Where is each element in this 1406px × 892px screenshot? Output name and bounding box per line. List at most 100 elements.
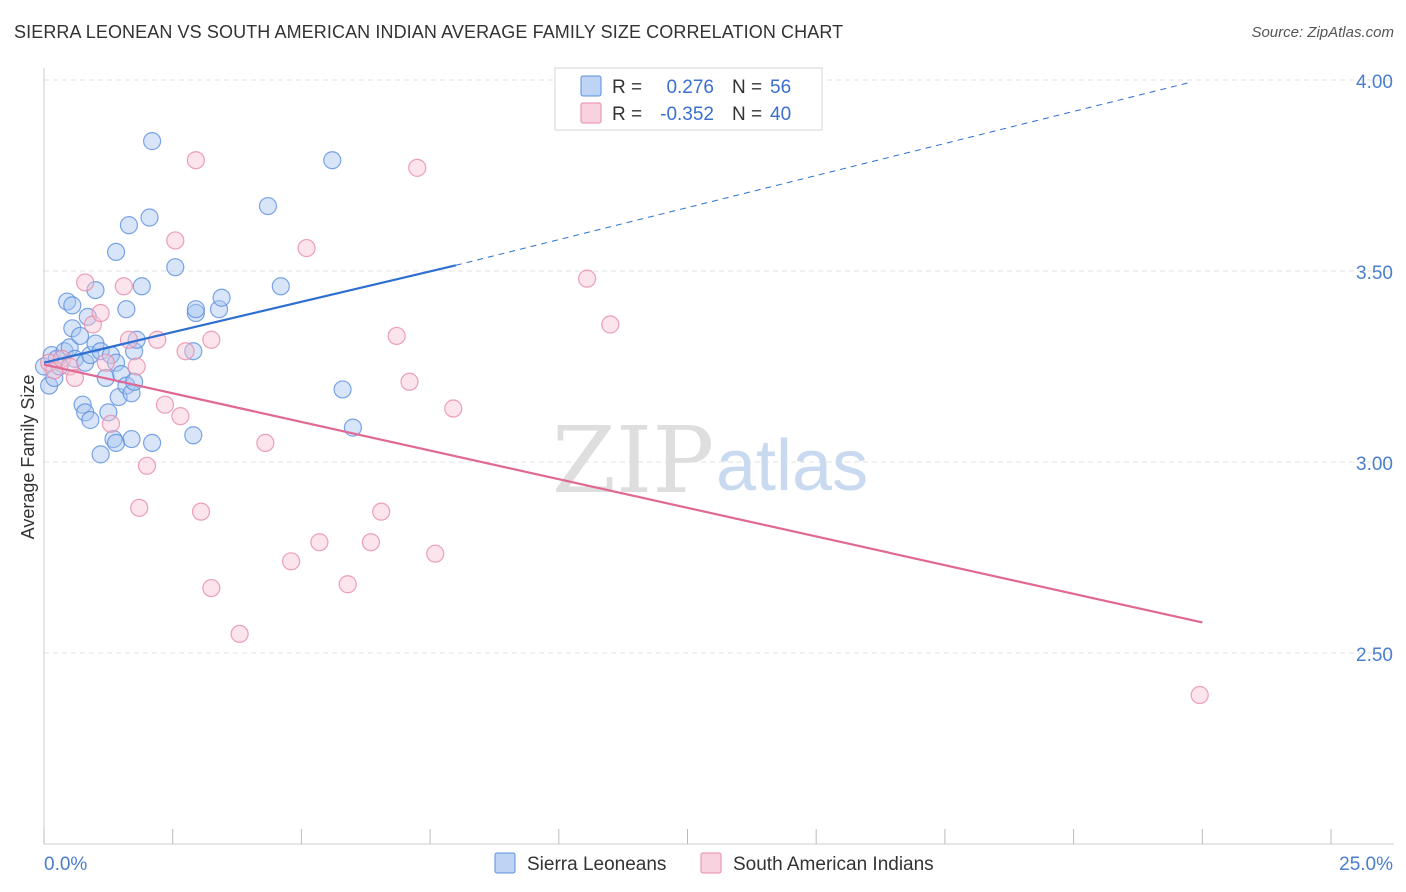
pink-point-7 [91, 303, 110, 323]
pink-point-17 [166, 231, 185, 250]
pink-point-25 [256, 433, 275, 452]
blue-point-48 [184, 426, 203, 445]
blue-point-51 [258, 196, 278, 216]
blue-point-53 [323, 151, 342, 170]
y-tick-label-2: 3.00 [1356, 454, 1393, 475]
pink-point-36 [444, 399, 463, 418]
series-legend-label-pink: South American Indians [733, 854, 934, 875]
pink-point-14 [137, 456, 157, 475]
pink-point-27 [297, 238, 316, 258]
pink-point-30 [361, 533, 380, 552]
pink-point-33 [400, 372, 419, 391]
series-legend: Sierra Leoneans South American Indians [494, 852, 934, 875]
blue-point-49 [209, 300, 229, 319]
y-tick-label-0: 4.00 [1356, 72, 1393, 93]
pink-point-20 [186, 151, 205, 170]
y-axis-title: Average Family Size [18, 375, 38, 540]
series-legend-label-blue: Sierra Leoneans [527, 854, 666, 875]
pink-point-37 [578, 269, 597, 288]
pink-point-26 [282, 552, 301, 571]
pink-point-12 [127, 357, 146, 376]
pink-point-10 [114, 277, 133, 296]
blue-trend-extension [455, 81, 1193, 266]
legend-swatch-pink [580, 102, 602, 124]
y-tick-label-1: 3.50 [1356, 263, 1393, 284]
pink-point-31 [372, 502, 391, 521]
pink-point-34 [408, 158, 427, 177]
pink-point-32 [387, 326, 406, 346]
blue-point-26 [86, 281, 105, 300]
pink-trend-line [43, 363, 1203, 624]
pink-point-9 [101, 414, 121, 433]
blue-point-54 [333, 380, 352, 399]
chart-title: SIERRA LEONEAN VS SOUTH AMERICAN INDIAN … [14, 22, 844, 42]
blue-point-45 [184, 342, 203, 361]
blue-point-50 [212, 288, 231, 307]
blue-point-52 [271, 277, 290, 296]
x-tick-label-1: 25.0% [1339, 854, 1393, 875]
x-tick-label-0: 0.0% [44, 854, 87, 875]
trend-lines [43, 81, 1203, 624]
pink-point-35 [426, 544, 445, 563]
pink-point-16 [155, 395, 175, 414]
blue-point-34 [99, 403, 118, 422]
pink-point-23 [202, 578, 221, 598]
x-tick-labels: 0.0% 25.0% [44, 854, 1393, 875]
pink-point-5 [76, 273, 95, 292]
gridlines [44, 79, 1394, 654]
legend-n-value-blue: 56 [770, 77, 791, 98]
blue-point-41 [132, 277, 151, 296]
axes [43, 68, 1394, 845]
series-legend-swatch-blue [494, 852, 516, 874]
source-credit: Source: ZipAtlas.com [1251, 24, 1394, 41]
blue-point-33 [91, 445, 110, 464]
pink-point-29 [338, 575, 357, 594]
blue-point-39 [106, 242, 126, 261]
blue-point-42 [140, 208, 159, 227]
blue-point-47 [186, 300, 205, 319]
blue-point-37 [122, 429, 141, 449]
legend-swatch-blue [580, 75, 602, 97]
pink-point-28 [310, 533, 329, 552]
blue-point-8 [63, 319, 82, 338]
watermark-zip: ZIP [552, 407, 714, 514]
legend-r-label-blue: R = [612, 77, 642, 98]
pink-point-4 [65, 368, 84, 388]
blue-point-40 [119, 216, 139, 235]
blue-point-22 [124, 372, 144, 391]
blue-point-38 [143, 433, 162, 452]
legend-n-label-blue: N = [732, 77, 762, 98]
y-tick-label-3: 2.50 [1356, 645, 1393, 666]
blue-trend-line [43, 264, 457, 364]
pink-point-19 [176, 342, 195, 361]
blue-point-10 [70, 326, 90, 346]
series-legend-swatch-pink [700, 852, 722, 874]
pink-point-22 [202, 330, 221, 349]
watermark-atlas: atlas [716, 426, 868, 506]
legend-n-label-pink: N = [732, 104, 762, 125]
pink-point-24 [230, 624, 249, 644]
watermark: ZIP atlas [552, 407, 868, 514]
y-tick-labels: 4.00 3.50 3.00 2.50 [1356, 72, 1393, 666]
blue-point-24 [63, 296, 82, 315]
pink-point-8 [96, 353, 115, 372]
blue-point-28 [124, 342, 144, 361]
blue-point-32 [81, 410, 100, 430]
legend-r-value-blue: 0.276 [666, 77, 714, 98]
pink-point-39 [1190, 685, 1209, 705]
pink-point-18 [171, 407, 190, 426]
pink-point-11 [119, 330, 139, 349]
legend-r-value-pink: -0.352 [660, 104, 714, 125]
blue-point-43 [143, 132, 162, 151]
blue-point-27 [117, 300, 136, 319]
correlation-legend: R = 0.276 N = 56 R = -0.352 N = 40 [554, 67, 823, 131]
blue-point-17 [106, 353, 126, 372]
scatter-points [34, 132, 1209, 705]
pink-point-21 [191, 502, 211, 521]
legend-n-value-pink: 40 [770, 104, 791, 125]
legend-r-label-pink: R = [612, 104, 642, 125]
blue-point-36 [106, 433, 126, 452]
pink-point-38 [601, 315, 620, 334]
blue-point-46 [186, 303, 205, 323]
